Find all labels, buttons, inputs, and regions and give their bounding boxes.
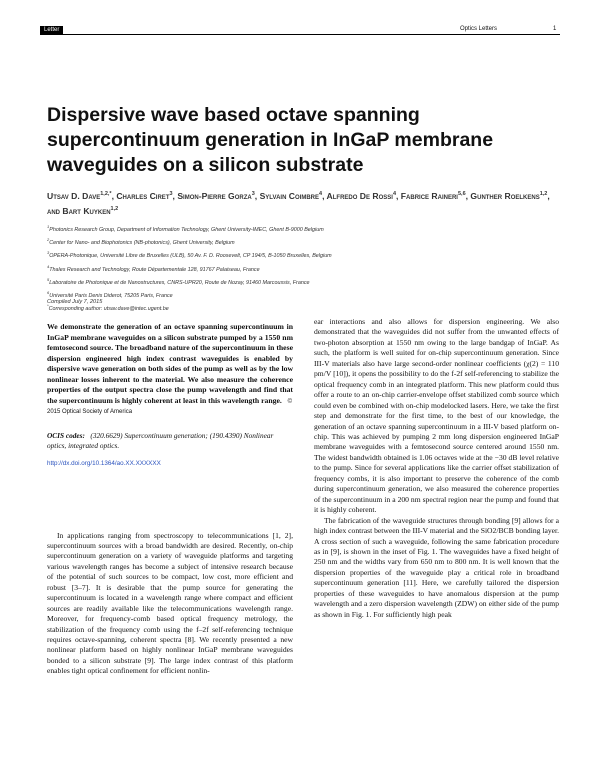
header-rule	[40, 34, 560, 35]
ocis-codes: (320.6629) Supercontinuum generation; (1…	[47, 430, 274, 450]
paragraph: In applications ranging from spectroscop…	[47, 530, 293, 676]
header-label: Letter	[40, 26, 64, 34]
author-affiliation: 5,6	[457, 191, 466, 197]
author-affiliation: 1,2,*	[100, 191, 112, 197]
author-name: Gunther Roelkens	[470, 190, 540, 201]
author-name: Charles Ciret	[116, 190, 170, 201]
author-name: Utsav D. Dave	[47, 190, 101, 201]
affiliation: 2Center for Nano- and Biophotonics (NB-p…	[47, 235, 557, 248]
author-name: Alfredo De Rossi	[326, 190, 393, 201]
copyright: 2015 Optical Society of America	[47, 409, 133, 415]
affiliation: *Corresponding author: utsav.dave@intec.…	[47, 301, 557, 314]
author-affiliation: 1,2	[110, 205, 119, 212]
author-separator: ,	[396, 190, 399, 201]
copyright-symbol: ©	[287, 398, 293, 405]
abstract: We demonstrate the generation of an octa…	[47, 322, 293, 417]
journal-name: Optics Letters	[460, 26, 498, 32]
affiliations: 1Photonics Research Group, Department of…	[47, 222, 557, 314]
affiliation-text: Université Paris Denis Diderot, 75205 Pa…	[49, 292, 173, 299]
author-separator: ,	[111, 190, 114, 201]
paragraph: ear interactions and also allows for dis…	[314, 317, 559, 515]
affiliation-text: Laboratoire de Photonique et de Nanostru…	[49, 279, 310, 286]
author-name: Bart Kuyken	[62, 205, 111, 216]
affiliation-text: Photonics Research Group, Department of …	[49, 226, 324, 233]
affiliation: 3OPERA-Photonique, Université Libre de B…	[47, 248, 557, 261]
author-affiliation: 3	[169, 191, 173, 197]
abstract-text: We demonstrate the generation of an octa…	[47, 322, 293, 405]
affiliation: 6Université Paris Denis Diderot, 75205 P…	[47, 288, 557, 301]
affiliation-mark: 3	[47, 250, 50, 256]
affiliation: 5Laboratoire de Photonique et de Nanostr…	[47, 275, 557, 288]
paragraph: The fabrication of the waveguide structu…	[314, 515, 559, 619]
author-affiliation: 3	[251, 191, 255, 197]
title: Dispersive wave based octave spanning su…	[47, 104, 494, 176]
ocis-label: OCIS codes:	[47, 430, 85, 440]
compiled-date: Compiled July 7, 2015	[47, 299, 103, 305]
authors: Utsav D. Dave1,2,*, Charles Ciret3, Simo…	[47, 188, 557, 218]
right-column: ear interactions and also allows for dis…	[314, 317, 559, 620]
page-number: 1	[553, 26, 557, 32]
left-column: We demonstrate the generation of an octa…	[47, 322, 293, 677]
affiliation-text: OPERA-Photonique, Université Libre de Br…	[49, 253, 332, 260]
affiliation-mark: 4	[47, 263, 50, 269]
affiliation-mark: 6	[47, 290, 50, 296]
author-separator: ,	[172, 190, 175, 201]
affiliation-mark: 2	[47, 237, 50, 243]
affiliation-mark: *	[47, 303, 49, 309]
doi[interactable]: http://dx.doi.org/10.1364/ao.XX.XXXXXX	[47, 459, 161, 467]
author-name: Simon-Pierre Gorza	[177, 190, 252, 201]
author-separator: ,	[254, 190, 258, 201]
affiliation-text: Thales Research and Technology, Route Dé…	[49, 266, 260, 273]
author-affiliation: 4	[319, 191, 323, 197]
affiliation: 4Thales Research and Technology, Route D…	[47, 262, 557, 275]
author-affiliation: 1,2	[539, 191, 548, 197]
author-separator: ,	[465, 190, 469, 201]
author-affiliation: 4	[392, 191, 397, 197]
affiliation-text: Center for Nano- and Biophotonics (NB-ph…	[49, 240, 235, 246]
affiliation: 1Photonics Research Group, Department of…	[47, 222, 557, 235]
author-name: Sylvain Coimbre	[259, 190, 320, 201]
author-separator: ,	[322, 190, 325, 201]
affiliation-mark: 5	[47, 276, 50, 282]
author-separator: , and	[47, 190, 550, 216]
affiliation-text: Corresponding author: utsav.dave@intec.u…	[48, 306, 169, 313]
ocis: OCIS codes: (320.6629) Supercontinuum ge…	[47, 431, 293, 451]
affiliation-mark: 1	[47, 224, 50, 229]
author-name: Fabrice Raineri	[400, 190, 458, 201]
